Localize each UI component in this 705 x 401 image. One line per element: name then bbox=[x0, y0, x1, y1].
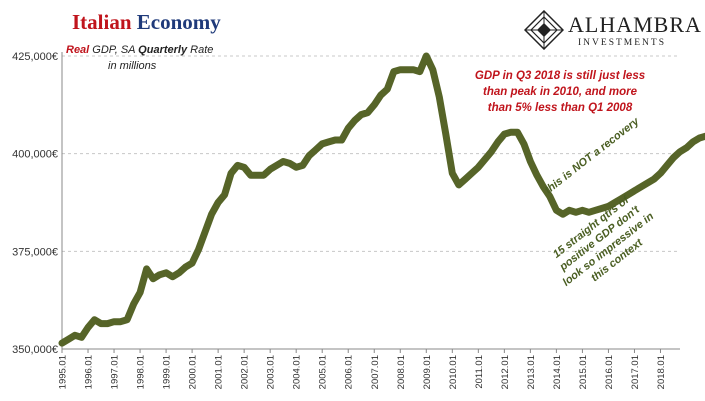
x-tick-label: 2002.01 bbox=[240, 355, 251, 389]
x-tick-label: 2008.01 bbox=[396, 355, 407, 389]
x-tick-label: 2000.01 bbox=[188, 355, 199, 389]
x-tick-label: 1999.01 bbox=[162, 355, 173, 389]
y-tick-label: 425,000€ bbox=[12, 51, 58, 63]
x-tick-label: 2010.01 bbox=[448, 355, 459, 389]
x-tick-label: 2016.01 bbox=[604, 355, 615, 389]
x-tick-label: 2007.01 bbox=[370, 355, 381, 389]
x-tick-label: 1997.01 bbox=[110, 355, 121, 389]
alhambra-logo: ALHAMBRA INVESTMENTS bbox=[524, 10, 702, 52]
x-tick-label: 2004.01 bbox=[292, 355, 303, 389]
y-tick-label: 375,000€ bbox=[12, 246, 58, 258]
x-tick-label: 2009.01 bbox=[422, 355, 433, 389]
x-tick-label: 2017.01 bbox=[630, 355, 641, 389]
x-axis-ticks: 1995.01 1996.01 1997.01 1998.01 1999.01 2000.… bbox=[58, 349, 667, 389]
x-tick-label: 1996.01 bbox=[84, 355, 95, 389]
axes bbox=[61, 52, 680, 350]
x-tick-label: 2018.01 bbox=[656, 355, 667, 389]
diamond-logo-icon bbox=[524, 10, 564, 50]
grid-lines bbox=[62, 55, 680, 252]
subtitle-quarterly: Quarterly bbox=[138, 44, 188, 56]
x-tick-label: 2005.01 bbox=[318, 355, 329, 389]
y-axis-ticks: 350,000€ 375,000€ 400,000€ 425,000€ bbox=[12, 51, 58, 356]
y-tick-label: 400,000€ bbox=[12, 149, 58, 161]
annotation-red-line-2: than peak in 2010, and more bbox=[482, 86, 638, 98]
logo-subtitle: INVESTMENTS bbox=[578, 38, 666, 48]
annotation-red-line-1: GDP in Q3 2018 is still just less bbox=[474, 70, 646, 82]
annotation-red-line-3: than 5% less than Q1 2008 bbox=[487, 102, 633, 114]
subtitle-rate: Rate bbox=[187, 44, 214, 56]
x-tick-label: 2003.01 bbox=[266, 355, 277, 389]
annotation-gdp-peak: GDP in Q3 2018 is still just less than p… bbox=[470, 68, 650, 116]
x-tick-label: 1998.01 bbox=[136, 355, 147, 389]
gdp-series-line bbox=[58, 52, 705, 347]
subtitle-real: Real bbox=[66, 44, 90, 56]
title-word-italian: Italian bbox=[72, 10, 132, 34]
x-tick-label: 1995.01 bbox=[58, 355, 69, 389]
x-tick-label: 2012.01 bbox=[500, 355, 511, 389]
x-tick-label: 2006.01 bbox=[344, 355, 355, 389]
subtitle-gdp-sa: GDP, SA bbox=[89, 44, 139, 56]
x-tick-label: 2015.01 bbox=[578, 355, 589, 389]
y-tick-label: 350,000€ bbox=[12, 344, 58, 356]
subtitle-units: in millions bbox=[108, 60, 157, 72]
chart-subtitle: Real GDP, SA Quarterly Rate bbox=[66, 44, 213, 56]
x-tick-label: 2013.01 bbox=[526, 355, 537, 389]
chart-title: Italian Economy bbox=[72, 10, 221, 35]
logo-name: ALHAMBRA bbox=[568, 12, 702, 37]
x-tick-label: 2001.01 bbox=[214, 355, 225, 389]
x-tick-label: 2011.01 bbox=[474, 355, 485, 389]
x-tick-label: 2014.01 bbox=[552, 355, 563, 389]
title-word-economy: Economy bbox=[136, 10, 221, 34]
